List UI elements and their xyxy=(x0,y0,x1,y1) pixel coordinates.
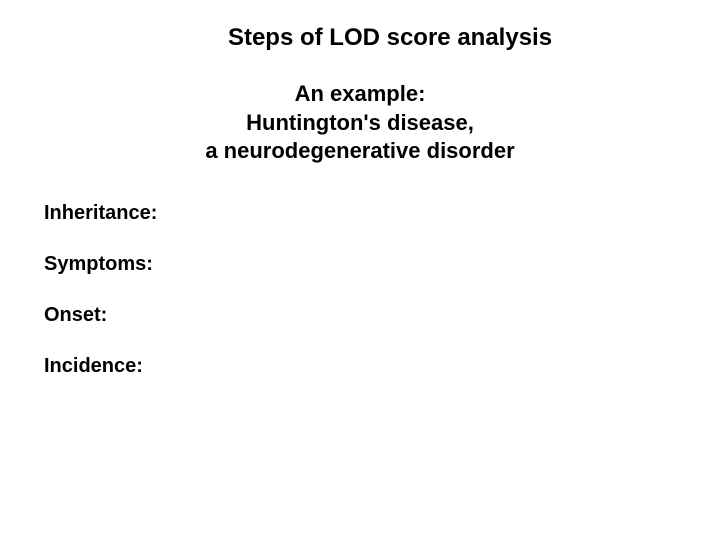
subtitle-line-1: An example: xyxy=(40,80,680,109)
subtitle-block: An example: Huntington's disease, a neur… xyxy=(40,80,680,166)
subtitle-line-2: Huntington's disease, xyxy=(40,109,680,138)
label-list: Inheritance: Symptoms: Onset: Incidence: xyxy=(40,202,680,378)
label-incidence: Incidence: xyxy=(44,355,680,378)
label-inheritance: Inheritance: xyxy=(44,202,680,225)
subtitle-line-3: a neurodegenerative disorder xyxy=(40,137,680,166)
label-onset: Onset: xyxy=(44,304,680,327)
label-symptoms: Symptoms: xyxy=(44,253,680,276)
page-title: Steps of LOD score analysis xyxy=(100,24,680,52)
slide-container: Steps of LOD score analysis An example: … xyxy=(0,0,720,540)
